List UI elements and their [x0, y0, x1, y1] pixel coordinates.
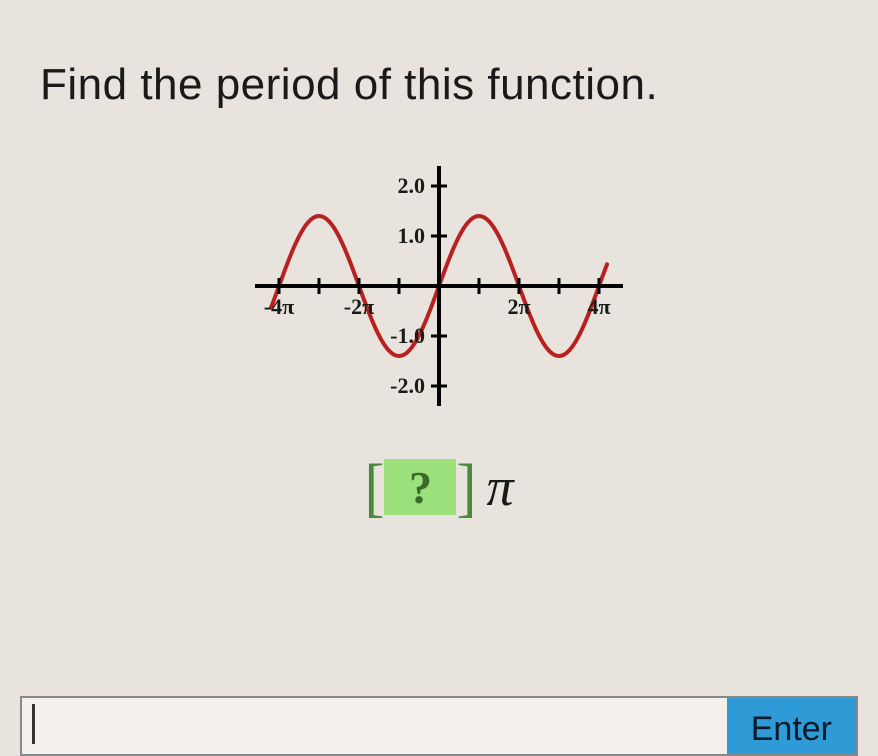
text-caret	[32, 704, 35, 744]
answer-row: [ ? ] π	[40, 456, 838, 518]
svg-text:2.0: 2.0	[398, 173, 426, 198]
answer-text-input[interactable]	[20, 698, 727, 756]
bracket-right: ]	[456, 454, 476, 520]
svg-text:-1.0: -1.0	[390, 323, 425, 348]
bracket-left: [	[364, 454, 384, 520]
svg-text:-2π: -2π	[344, 294, 374, 319]
unit-pi: π	[486, 456, 513, 518]
chart-container: -4π -2π 2π 4π 2.0 1.0 -1.0 -2.0	[40, 136, 838, 436]
svg-text:4π: 4π	[587, 294, 610, 319]
svg-text:1.0: 1.0	[398, 223, 426, 248]
svg-text:-2.0: -2.0	[390, 373, 425, 398]
function-graph: -4π -2π 2π 4π 2.0 1.0 -1.0 -2.0	[229, 136, 649, 436]
svg-text:-4π: -4π	[264, 294, 294, 319]
svg-text:2π: 2π	[507, 294, 530, 319]
question-text: Find the period of this function.	[40, 60, 838, 110]
enter-button[interactable]: Enter	[727, 698, 858, 756]
answer-input-box[interactable]: ?	[384, 459, 456, 515]
input-row: Enter	[20, 696, 858, 756]
